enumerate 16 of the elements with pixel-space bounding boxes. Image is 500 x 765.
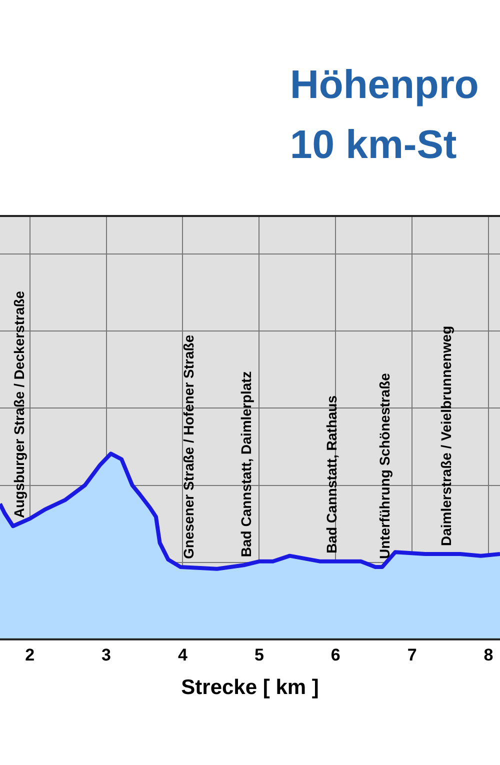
x-tick-label: 5 xyxy=(254,645,264,664)
chart-subtitle: 10 km-St xyxy=(290,122,458,168)
annotation: Unterführung Schönestraße xyxy=(376,372,392,559)
annotation: Bad Cannstatt, Daimlerplatz xyxy=(238,371,254,558)
x-tick-label: 4 xyxy=(178,645,188,664)
annotation: Gnesener Straße / Hofener Straße xyxy=(180,334,197,559)
x-tick-label: 6 xyxy=(330,645,340,664)
annotation: Daimlerstraße / Veielbrunnenweg xyxy=(438,326,454,546)
x-tick-label: 3 xyxy=(102,645,112,664)
annotation: Bad Cannstatt, Rathaus xyxy=(324,395,340,554)
x-tick-label: 2 xyxy=(25,645,35,664)
chart-title: Höhenpro xyxy=(290,62,479,108)
annotation: Augsburger Straße / Deckerstraße xyxy=(10,290,27,518)
x-tick-label: 7 xyxy=(407,645,417,664)
x-tick-label: 8 xyxy=(484,645,494,664)
x-axis-title: Strecke [ km ] xyxy=(181,676,319,700)
